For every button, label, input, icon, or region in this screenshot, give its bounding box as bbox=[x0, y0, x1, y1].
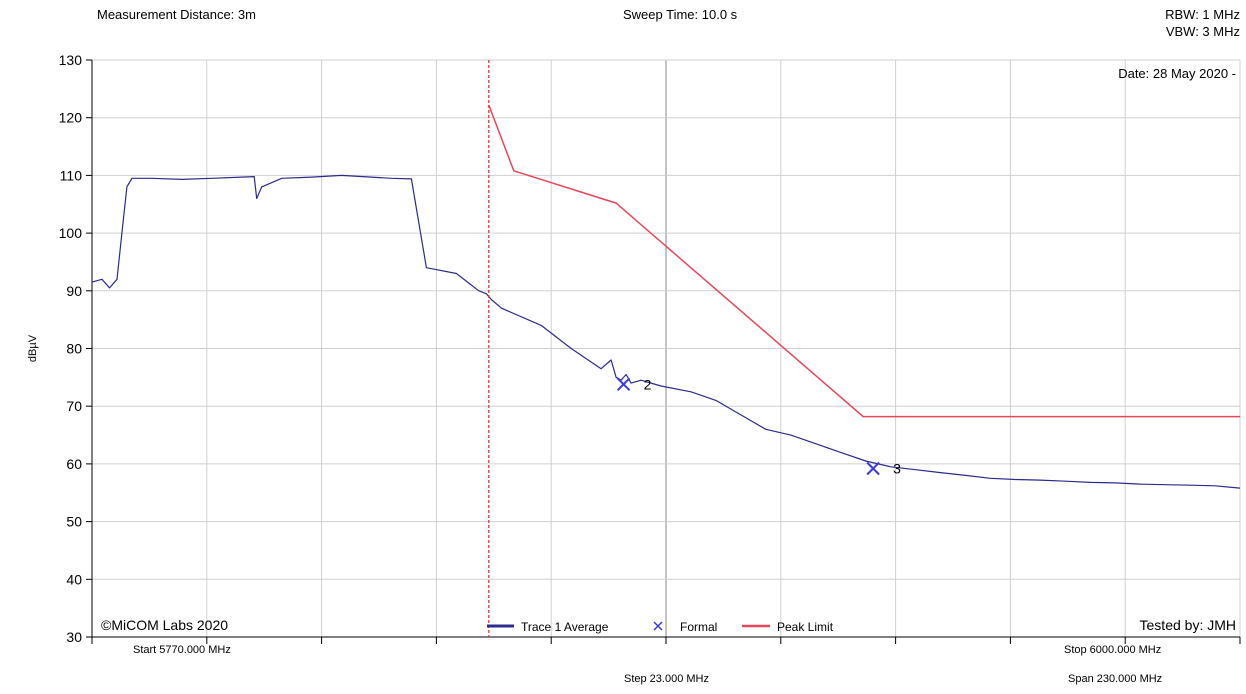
measurement-distance-label: Measurement Distance: 3m bbox=[97, 7, 256, 22]
chart-axes: dBµV bbox=[27, 59, 1241, 644]
legend-trace-label: Trace 1 Average bbox=[521, 620, 609, 634]
peak-limit-series bbox=[488, 104, 1240, 418]
start-frequency-label: Start 5770.000 MHz bbox=[133, 644, 231, 656]
sweep-time-label: Sweep Time: 10.0 s bbox=[623, 7, 738, 22]
step-label: Step 23.000 MHz bbox=[624, 673, 709, 685]
y-tick-label: 90 bbox=[66, 283, 82, 299]
legend-limit-label: Peak Limit bbox=[777, 620, 834, 634]
marker-label: 3 bbox=[893, 461, 901, 477]
y-tick-label: 40 bbox=[66, 571, 82, 587]
marker-cross bbox=[866, 461, 880, 476]
y-tick-label: 120 bbox=[59, 110, 83, 126]
trace-series bbox=[91, 174, 1241, 489]
y-tick-label: 130 bbox=[59, 52, 83, 68]
date-label: Date: 28 May 2020 - bbox=[1118, 66, 1236, 81]
rbw-label: RBW: 1 MHz bbox=[1165, 7, 1240, 22]
legend-formal-label: Formal bbox=[680, 620, 717, 634]
y-tick-label: 100 bbox=[59, 225, 83, 241]
y-tick-label: 60 bbox=[66, 456, 82, 472]
copyright-label: ©MiCOM Labs 2020 bbox=[101, 617, 228, 633]
vbw-label: VBW: 3 MHz bbox=[1165, 24, 1240, 39]
y-tick-label: 30 bbox=[66, 629, 82, 645]
y-tick-label: 70 bbox=[66, 398, 82, 414]
trace-1-average-line bbox=[91, 174, 1241, 489]
y-tick-label: 110 bbox=[60, 167, 83, 183]
y-tick-label: 50 bbox=[66, 514, 82, 530]
y-axis-label: dBµV bbox=[27, 334, 39, 362]
chart-labels: Date: 28 May 2020 - ©MiCOM Labs 2020 Teste… bbox=[101, 66, 1236, 633]
legend: Trace 1 Average Formal Peak Limit bbox=[487, 620, 834, 634]
marker-cross bbox=[616, 377, 631, 391]
marker-label: 2 bbox=[644, 376, 652, 392]
tested-by-label: Tested by: JMH bbox=[1140, 617, 1236, 633]
peak-limit-line bbox=[488, 104, 1240, 418]
stop-frequency-label: Stop 6000.000 MHz bbox=[1064, 644, 1162, 656]
chart-grid bbox=[92, 59, 1241, 637]
marker-layer: 23 bbox=[616, 376, 901, 477]
legend-formal-swatch bbox=[653, 621, 663, 631]
y-tick-labels: 30 40 50 60 70 80 90 100 110 120 130 bbox=[59, 52, 83, 645]
y-tick-label: 80 bbox=[66, 341, 82, 357]
span-label: Span 230.000 MHz bbox=[1068, 673, 1163, 685]
